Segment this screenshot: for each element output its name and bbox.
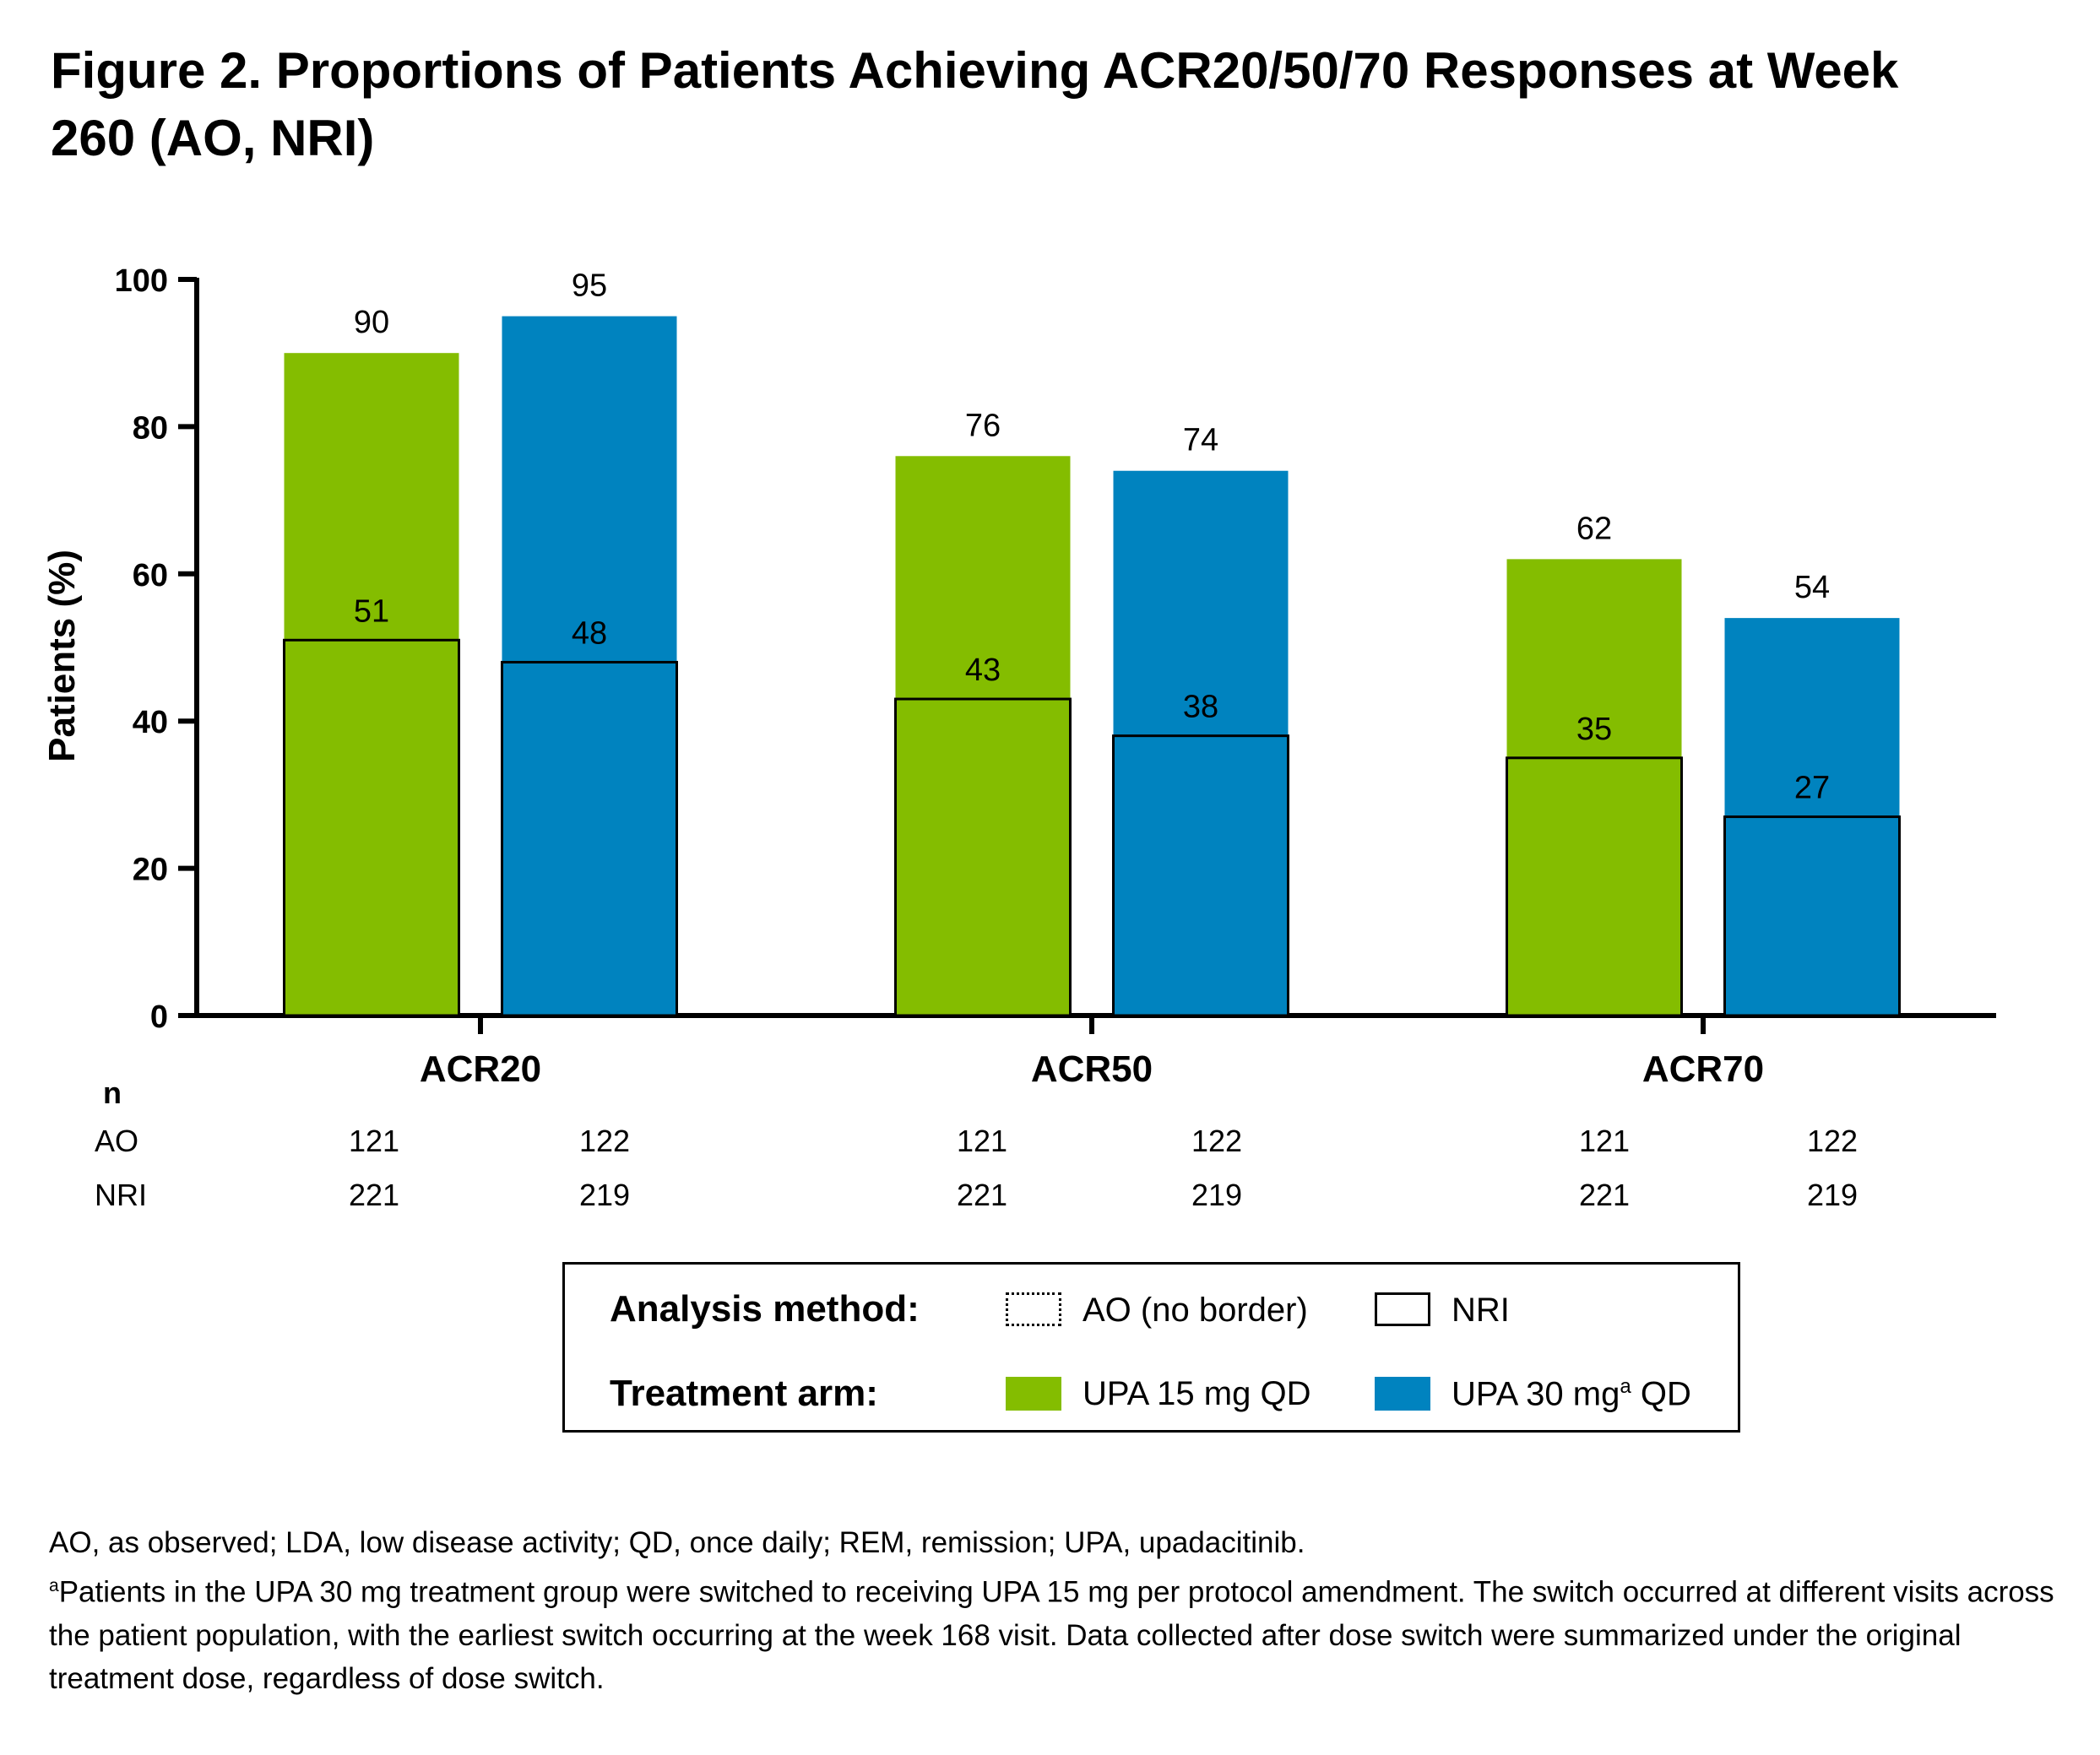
- n-table-cell: 219: [579, 1178, 630, 1212]
- data-label-nri: 48: [572, 615, 607, 651]
- legend: Analysis method: AO (no border) NRI Trea…: [562, 1262, 1740, 1433]
- y-axis-label: Patients (%): [41, 550, 83, 762]
- x-tick-label: ACR50: [1031, 1048, 1153, 1090]
- bar-ao: [502, 316, 677, 1016]
- n-table-cell: 121: [1579, 1124, 1630, 1158]
- legend-ao-label: AO (no border): [1083, 1292, 1308, 1329]
- legend-upa15-label: UPA 15 mg QD: [1083, 1375, 1311, 1412]
- legend-treatment-heading: Treatment arm:: [610, 1373, 878, 1414]
- legend-upa30-label: UPA 30 mga QD: [1452, 1375, 1691, 1413]
- chart-labels: 90 51 95 48 76 43 74 38 62 35 54 27: [354, 268, 1830, 806]
- y-tick-label: 40: [133, 705, 168, 740]
- bar-ao: [895, 456, 1071, 1016]
- n-table: n AO 121 122 121 122 121 122 NRI 221 219 221 219 221 2…: [95, 1075, 1858, 1212]
- n-table-row-label: AO: [95, 1124, 138, 1158]
- y-tick-label: 60: [133, 558, 168, 593]
- bar-nri: [894, 697, 1072, 1017]
- data-label-ao: 62: [1576, 511, 1612, 546]
- chart-axes: 0 20 40 60 80 100 Patients (%) ACR20 ACR50 ACR70: [41, 263, 1996, 1090]
- legend-nri-swatch: [1375, 1292, 1430, 1326]
- data-label-nri: 27: [1794, 771, 1830, 806]
- y-tick-label: 0: [150, 999, 168, 1035]
- n-table-cell: 219: [1191, 1178, 1242, 1212]
- bar-ao: [284, 353, 459, 1016]
- n-table-row-label: NRI: [95, 1178, 147, 1212]
- n-table-cell: 221: [1579, 1178, 1630, 1212]
- data-label-ao: 76: [965, 408, 1001, 443]
- legend-upa30-swatch: [1375, 1377, 1430, 1411]
- y-tick-label: 80: [133, 410, 168, 446]
- y-tick-label: 20: [133, 853, 168, 888]
- x-tick-label: ACR70: [1642, 1048, 1764, 1090]
- n-table-cell: 219: [1807, 1178, 1858, 1212]
- data-label-ao: 74: [1183, 423, 1218, 458]
- data-label-ao: 54: [1794, 570, 1830, 605]
- data-label-nri: 51: [354, 593, 389, 629]
- n-table-cell: 122: [579, 1124, 630, 1158]
- bar-ao: [1506, 559, 1682, 1016]
- x-tick-label: ACR20: [420, 1048, 541, 1090]
- data-label-nri: 38: [1183, 690, 1218, 725]
- bar-nri: [1506, 756, 1683, 1017]
- bar-nri: [1723, 815, 1901, 1017]
- footnotes: AO, as observed; LDA, low disease activi…: [49, 1521, 2059, 1700]
- chart-bars: [283, 316, 1901, 1017]
- n-table-cell: 121: [349, 1124, 399, 1158]
- bar-nri: [501, 660, 678, 1017]
- data-label-nri: 43: [965, 653, 1001, 688]
- n-table-cell: 122: [1191, 1124, 1242, 1158]
- bar-ao: [1113, 470, 1289, 1016]
- bar-nri: [1112, 734, 1289, 1017]
- data-label-ao: 90: [354, 305, 389, 340]
- legend-nri-label: NRI: [1452, 1292, 1510, 1329]
- footnote-abbreviations: AO, as observed; LDA, low disease activi…: [49, 1526, 1305, 1559]
- data-label-nri: 35: [1576, 712, 1612, 747]
- n-table-header: n: [103, 1075, 122, 1110]
- n-table-cell: 121: [957, 1124, 1007, 1158]
- n-table-cell: 122: [1807, 1124, 1858, 1158]
- n-table-cell: 221: [349, 1178, 399, 1212]
- data-label-ao: 95: [572, 268, 607, 304]
- legend-analysis-heading: Analysis method:: [610, 1288, 920, 1330]
- n-table-cell: 221: [957, 1178, 1007, 1212]
- y-tick-label: 100: [115, 263, 168, 299]
- legend-upa15-swatch: [1006, 1377, 1061, 1411]
- bar-nri: [283, 638, 460, 1017]
- legend-ao-swatch: [1006, 1292, 1061, 1326]
- footnote-a: aPatients in the UPA 30 mg treatment gro…: [49, 1575, 2054, 1695]
- figure-title: Figure 2. Proportions of Patients Achiev…: [51, 42, 1899, 166]
